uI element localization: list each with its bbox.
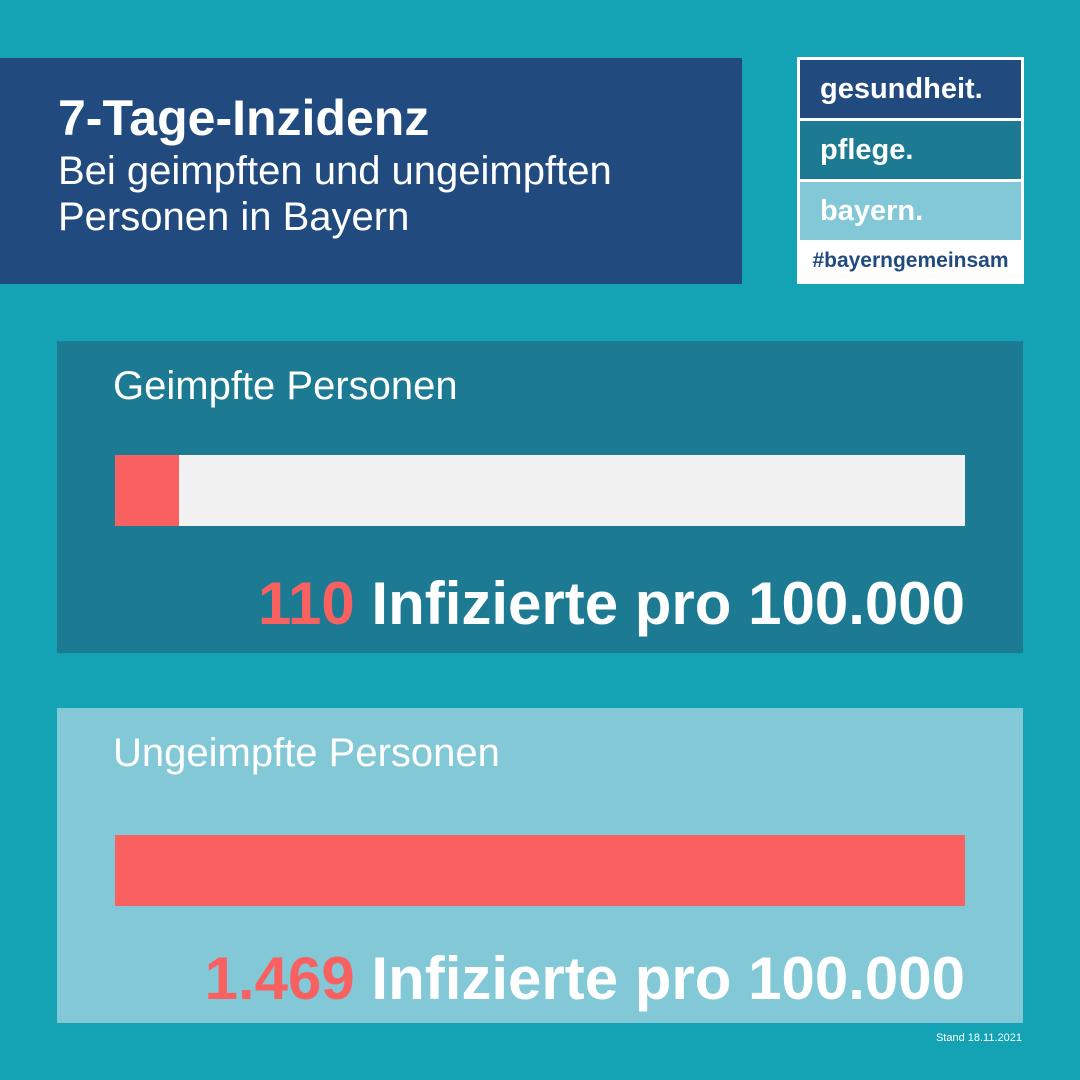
value-number-vaccinated: 110 bbox=[257, 570, 355, 637]
page-title: 7-Tage-Inzidenz bbox=[58, 90, 430, 146]
page-subtitle-line1: Bei geimpften und ungeimpften bbox=[58, 149, 612, 193]
title-box: 7-Tage-Inzidenz Bei geimpften und ungeim… bbox=[0, 58, 742, 284]
category-label-unvaccinated: Ungeimpfte Personen bbox=[113, 731, 500, 775]
bar-unvaccinated bbox=[115, 835, 965, 906]
bar-track-unvaccinated bbox=[115, 835, 965, 906]
logo-line-pflege: pflege. bbox=[800, 121, 1021, 179]
panel-vaccinated: Geimpfte Personen 110 Infizierte pro 100… bbox=[57, 341, 1023, 653]
bar-vaccinated bbox=[115, 455, 179, 526]
logo-line-bayern: bayern. bbox=[800, 182, 1021, 240]
stand-date: Stand 18.11.2021 bbox=[935, 1032, 1022, 1044]
value-number-unvaccinated: 1.469 bbox=[204, 945, 355, 1012]
logo: gesundheit. pflege. bayern. #bayerngemei… bbox=[797, 57, 1024, 284]
logo-line-gesundheit: gesundheit. bbox=[800, 60, 1021, 118]
logo-hashtag: #bayerngemeinsam bbox=[812, 249, 1009, 272]
bar-track-vaccinated bbox=[115, 455, 965, 526]
panel-unvaccinated: Ungeimpfte Personen 1.469 Infizierte pro… bbox=[57, 708, 1023, 1023]
page-subtitle-line2: Personen in Bayern bbox=[58, 195, 410, 239]
category-label-vaccinated: Geimpfte Personen bbox=[113, 364, 458, 408]
value-label-unvaccinated: 1.469 Infizierte pro 100.000 bbox=[205, 944, 965, 1014]
value-unit-unvaccinated: Infizierte pro 100.000 bbox=[371, 945, 965, 1012]
value-unit-vaccinated: Infizierte pro 100.000 bbox=[371, 570, 965, 637]
value-label-vaccinated: 110 Infizierte pro 100.000 bbox=[258, 569, 965, 639]
